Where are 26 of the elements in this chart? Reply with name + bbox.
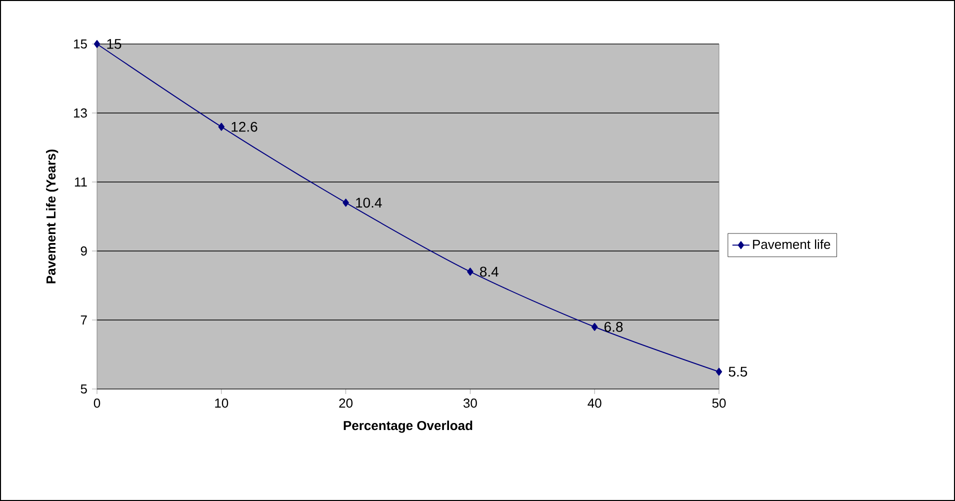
point: [467, 268, 474, 276]
point: [591, 322, 598, 331]
y-tick-label: 9: [80, 246, 87, 256]
data-label: 6.8: [604, 322, 623, 332]
x-tick-label: 50: [712, 398, 726, 408]
x-tick-label: 0: [94, 398, 100, 408]
x-tick-label: 10: [215, 398, 228, 408]
data-label: 12.6: [232, 122, 258, 132]
y-tick-label: 11: [74, 178, 87, 186]
x-tick-label: 40: [588, 398, 602, 408]
data-label: 5.5: [728, 366, 748, 377]
y-axis-title: Pavement Life (Years): [46, 150, 58, 284]
y-tick-label: 15: [74, 39, 87, 49]
y-tick-label: 7: [80, 316, 87, 324]
data-label: 10.4: [356, 198, 382, 208]
y-tick-label: 13: [74, 108, 87, 118]
point: [218, 122, 225, 131]
data-label: 8.4: [480, 266, 498, 277]
x-tick-label: 30: [463, 398, 477, 408]
point: [94, 40, 100, 48]
x-axis-title: Percentage Overload: [344, 420, 472, 433]
legend-label: Pavement life: [753, 239, 830, 249]
x-tick-label: 20: [339, 398, 353, 408]
y-tick-label: 5: [80, 384, 87, 394]
point: [716, 368, 722, 376]
point: [342, 198, 349, 207]
